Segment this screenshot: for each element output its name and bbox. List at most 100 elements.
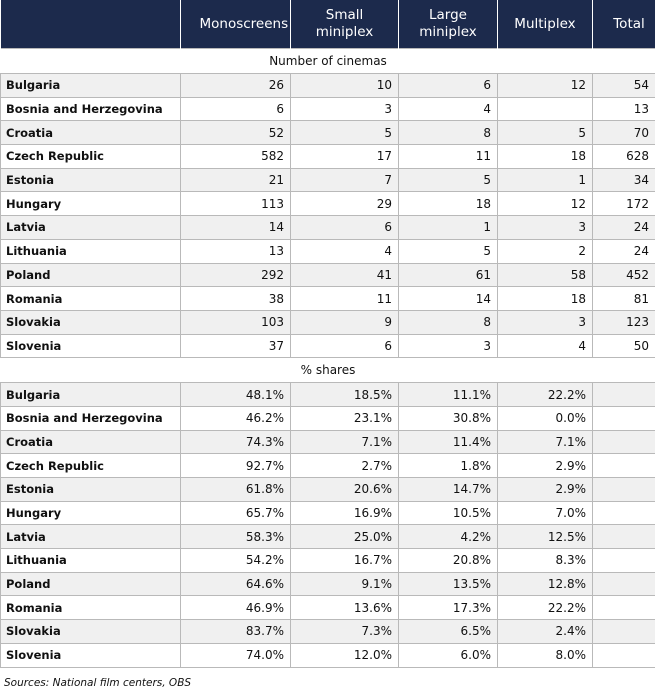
section-row: % shares — [0, 357, 655, 384]
cell: 4 — [290, 238, 399, 264]
cell: 7 — [290, 167, 399, 193]
cell: 12.5% — [497, 524, 593, 550]
cell: 18 — [497, 144, 593, 169]
cell: 34 — [592, 167, 655, 193]
cell: 61.8% — [180, 477, 291, 502]
country: Latvia — [0, 524, 181, 550]
cell: 2.4% — [497, 619, 593, 644]
column-header: Small miniplex — [290, 0, 399, 49]
data-row: Croatia 74.3% 7.1% 11.4% 7.1% — [0, 429, 655, 455]
cell: 21 — [180, 167, 291, 193]
cell — [592, 595, 655, 621]
column-header-text: Small miniplex — [315, 7, 374, 40]
cell — [592, 477, 655, 502]
cell: 18.5% — [290, 382, 399, 407]
cell: 48.1% — [180, 382, 291, 407]
cell: 8.3% — [497, 548, 593, 573]
cell: 17.3% — [398, 595, 498, 621]
data-row: Estonia 21 7 5 1 34 — [0, 167, 655, 193]
cell — [592, 548, 655, 573]
cell: 46.2% — [180, 405, 291, 431]
country: Poland — [0, 571, 181, 597]
cell: 16.9% — [290, 500, 399, 526]
cell: 0.0% — [497, 405, 593, 431]
section-row: Number of cinemas — [0, 48, 655, 74]
cell: 2.9% — [497, 453, 593, 478]
cell: 50 — [592, 333, 655, 359]
cell: 1.8% — [398, 453, 498, 478]
data-row: Latvia 14 6 1 3 24 — [0, 215, 655, 240]
cell: 1 — [497, 167, 593, 193]
column-header: Multiplex — [497, 0, 593, 49]
cell: 23.1% — [290, 405, 399, 431]
cell: 14 — [398, 286, 498, 311]
country: Croatia — [0, 120, 181, 146]
header-row: Monoscreens Small miniplex Large miniplex M… — [0, 0, 655, 49]
country: Slovenia — [0, 333, 181, 359]
cell: 83.7% — [180, 619, 291, 644]
cell: 14.7% — [398, 477, 498, 502]
cell: 6 — [180, 96, 291, 122]
country: Bulgaria — [0, 73, 181, 98]
cell: 20.6% — [290, 477, 399, 502]
data-row: Poland 64.6% 9.1% 13.5% 12.8% — [0, 571, 655, 597]
country: Lithuania — [0, 238, 181, 264]
country: Latvia — [0, 215, 181, 240]
cell: 452 — [592, 262, 655, 288]
cell: 6 — [290, 215, 399, 240]
section-title: % shares — [0, 357, 655, 384]
cell: 10 — [290, 73, 399, 98]
data-row: Bosnia and Herzegovina 46.2% 23.1% 30.8% 0.0… — [0, 405, 655, 431]
table-body: Number of cinemas Bulgaria 26 10 6 12 54 Bosnia… — [0, 48, 655, 668]
cell: 70 — [592, 120, 655, 146]
data-row: Hungary 113 29 18 12 172 — [0, 191, 655, 217]
data-row: Croatia 52 5 8 5 70 — [0, 120, 655, 146]
cinema-table: Monoscreens Small miniplex Large miniplex M… — [0, 0, 655, 668]
cell — [592, 571, 655, 597]
cell: 13.6% — [290, 595, 399, 621]
cell: 81 — [592, 286, 655, 311]
cell — [592, 453, 655, 478]
cell: 11 — [398, 144, 498, 169]
cell: 64.6% — [180, 571, 291, 597]
cell: 6.5% — [398, 619, 498, 644]
cell: 6.0% — [398, 642, 498, 668]
cell: 6 — [398, 73, 498, 98]
data-row: Slovenia 74.0% 12.0% 6.0% 8.0% — [0, 642, 655, 668]
cell: 13.5% — [398, 571, 498, 597]
cell: 61 — [398, 262, 498, 288]
cell: 4 — [398, 96, 498, 122]
cell: 54.2% — [180, 548, 291, 573]
country: Slovenia — [0, 642, 181, 668]
cell: 13 — [592, 96, 655, 122]
cell: 6 — [290, 333, 399, 359]
cell: 5 — [398, 167, 498, 193]
cell: 3 — [290, 96, 399, 122]
cell: 18 — [398, 191, 498, 217]
cell: 30.8% — [398, 405, 498, 431]
cell — [592, 382, 655, 407]
cell: 22.2% — [497, 595, 593, 621]
column-header-text: Large miniplex — [419, 7, 477, 40]
cell — [592, 619, 655, 644]
cell: 9 — [290, 309, 399, 335]
cell: 12.0% — [290, 642, 399, 668]
cell: 5 — [497, 120, 593, 146]
column-header-text: Multiplex — [514, 15, 576, 32]
country: Estonia — [0, 167, 181, 193]
country: Hungary — [0, 500, 181, 526]
cell: 2.7% — [290, 453, 399, 478]
cell: 14 — [180, 215, 291, 240]
data-row: Czech Republic 92.7% 2.7% 1.8% 2.9% — [0, 453, 655, 478]
data-row: Slovakia 103 9 8 3 123 — [0, 309, 655, 335]
cell: 172 — [592, 191, 655, 217]
cell: 20.8% — [398, 548, 498, 573]
country: Slovakia — [0, 309, 181, 335]
cell: 54 — [592, 73, 655, 98]
data-row: Slovenia 37 6 3 4 50 — [0, 333, 655, 359]
cell: 58 — [497, 262, 593, 288]
data-row: Estonia 61.8% 20.6% 14.7% 2.9% — [0, 477, 655, 502]
cell: 12 — [497, 73, 593, 98]
cell: 41 — [290, 262, 399, 288]
cell: 292 — [180, 262, 291, 288]
